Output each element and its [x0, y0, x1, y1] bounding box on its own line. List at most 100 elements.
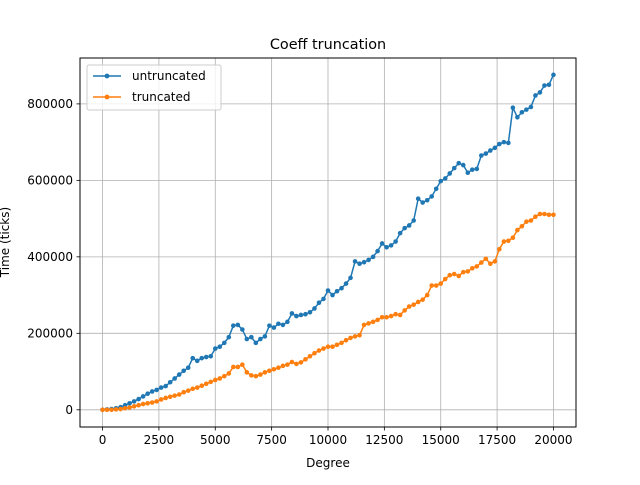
- data-point-untruncated: [339, 285, 344, 291]
- data-point-truncated: [379, 314, 385, 320]
- data-point-untruncated: [172, 376, 177, 381]
- data-point-truncated: [190, 386, 196, 392]
- data-point-untruncated: [212, 346, 218, 351]
- data-point-untruncated: [316, 300, 322, 306]
- data-point-truncated: [420, 297, 425, 302]
- x-tick-label: 10000: [309, 433, 347, 447]
- data-point-truncated: [271, 366, 277, 372]
- data-point-truncated: [510, 235, 516, 241]
- x-tick-label: 12500: [365, 433, 403, 447]
- data-point-truncated: [140, 401, 146, 407]
- data-point-untruncated: [357, 261, 362, 267]
- data-point-truncated: [231, 364, 236, 370]
- data-point-untruncated: [289, 311, 295, 316]
- data-point-truncated: [456, 273, 462, 279]
- data-point-truncated: [154, 399, 159, 404]
- data-point-untruncated: [438, 178, 444, 184]
- data-point-untruncated: [163, 383, 168, 389]
- data-point-truncated: [276, 365, 281, 371]
- data-point-untruncated: [303, 311, 308, 317]
- data-point-untruncated: [551, 72, 556, 78]
- data-point-truncated: [199, 383, 205, 389]
- data-point-untruncated: [231, 323, 236, 328]
- data-point-truncated: [465, 269, 471, 274]
- data-point-truncated: [203, 381, 209, 387]
- data-point-truncated: [460, 269, 466, 275]
- data-point-untruncated: [140, 394, 146, 399]
- data-point-truncated: [212, 377, 218, 383]
- data-point-truncated: [411, 302, 416, 307]
- data-point-untruncated: [384, 244, 389, 250]
- legend-marker-untruncated: [104, 73, 110, 79]
- data-point-untruncated: [424, 197, 430, 203]
- data-point-untruncated: [506, 140, 511, 146]
- data-point-truncated: [474, 264, 480, 269]
- data-point-truncated: [163, 395, 168, 401]
- data-point-untruncated: [136, 396, 141, 402]
- data-point-truncated: [424, 292, 430, 298]
- data-point-untruncated: [285, 319, 290, 325]
- data-point-untruncated: [465, 170, 471, 176]
- data-point-truncated: [343, 337, 349, 343]
- data-point-untruncated: [433, 186, 439, 192]
- data-point-untruncated: [406, 223, 412, 228]
- data-point-untruncated: [271, 325, 277, 330]
- data-point-truncated: [366, 321, 371, 326]
- data-point-untruncated: [307, 309, 313, 315]
- data-point-truncated: [515, 227, 520, 233]
- data-point-truncated: [397, 312, 403, 318]
- x-tick-label: 20000: [534, 433, 572, 447]
- data-point-truncated: [375, 317, 380, 323]
- data-point-untruncated: [221, 340, 227, 346]
- data-point-untruncated: [325, 288, 331, 293]
- data-point-untruncated: [474, 166, 480, 172]
- data-point-truncated: [438, 281, 444, 286]
- data-point-truncated: [244, 370, 250, 375]
- data-point-untruncated: [442, 176, 448, 181]
- data-point-truncated: [330, 344, 335, 350]
- data-point-truncated: [542, 211, 547, 217]
- data-point-untruncated: [352, 259, 358, 264]
- legend-label-truncated: truncated: [132, 90, 191, 104]
- data-point-untruncated: [203, 354, 209, 360]
- data-point-untruncated: [267, 323, 272, 328]
- data-point-truncated: [285, 362, 290, 367]
- data-point-truncated: [262, 370, 268, 375]
- data-point-untruncated: [149, 389, 155, 394]
- data-point-untruncated: [379, 241, 385, 246]
- data-point-truncated: [316, 348, 322, 353]
- data-point-truncated: [267, 368, 272, 374]
- data-point-untruncated: [456, 160, 462, 166]
- y-tick-label: 0: [65, 403, 73, 417]
- data-point-truncated: [501, 239, 507, 244]
- data-point-truncated: [258, 372, 263, 377]
- data-point-truncated: [104, 407, 110, 413]
- data-point-untruncated: [515, 114, 520, 120]
- data-point-truncated: [483, 256, 489, 262]
- data-point-untruncated: [375, 248, 380, 254]
- data-point-untruncated: [429, 194, 435, 199]
- data-point-untruncated: [226, 334, 232, 340]
- y-tick-label: 400000: [27, 250, 73, 264]
- data-point-truncated: [303, 357, 308, 362]
- x-axis-label: Degree: [306, 456, 350, 470]
- data-point-untruncated: [420, 200, 425, 205]
- series-truncated: [100, 211, 556, 413]
- data-point-untruncated: [154, 387, 159, 393]
- data-point-untruncated: [528, 104, 534, 110]
- data-point-truncated: [208, 379, 214, 385]
- data-point-untruncated: [397, 230, 403, 236]
- data-point-truncated: [433, 283, 439, 288]
- x-tick-label: 15000: [422, 433, 460, 447]
- data-point-untruncated: [240, 327, 245, 332]
- data-point-truncated: [131, 404, 137, 409]
- y-tick-label: 200000: [27, 326, 73, 340]
- data-point-truncated: [442, 276, 448, 282]
- data-point-untruncated: [334, 288, 340, 294]
- data-point-untruncated: [253, 340, 259, 346]
- data-point-truncated: [388, 313, 394, 319]
- data-point-untruncated: [185, 365, 191, 371]
- data-point-truncated: [488, 261, 493, 267]
- data-point-truncated: [122, 405, 128, 411]
- data-point-truncated: [158, 397, 164, 402]
